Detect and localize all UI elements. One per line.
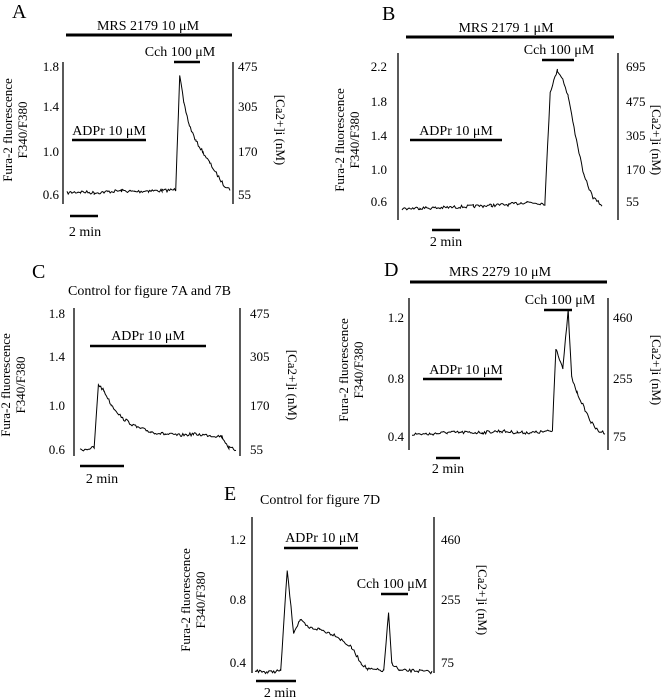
adpr-label: ADPr 10 μM — [72, 124, 146, 139]
adpr-label: ADPr 10 μM — [111, 329, 185, 344]
time-scale-label: 2 min — [430, 235, 462, 250]
time-scale-label: 2 min — [264, 686, 296, 700]
left-tick: 0.4 — [388, 429, 405, 444]
adpr-label: ADPr 10 μM — [429, 363, 503, 378]
panel-e: E Control for figure 7D 1.2 0.8 0.4 460 … — [178, 483, 490, 700]
left-ticks: 1.8 1.4 1.0 0.6 — [43, 59, 60, 202]
left-tick: 1.8 — [49, 306, 65, 321]
right-tick: 475 — [250, 306, 270, 321]
y-axis-label-left: Fura-2 fluorescence — [0, 333, 13, 437]
right-tick: 695 — [626, 59, 646, 74]
panel-b: B MRS 2179 1 μM 2.2 1.8 1.4 1.0 0.6 695 … — [332, 3, 664, 250]
time-scale-label: 2 min — [69, 225, 101, 240]
right-tick: 55 — [238, 187, 251, 202]
adpr-label: ADPr 10 μM — [419, 124, 493, 139]
panel-caption: Control for figure 7A and 7B — [68, 284, 231, 299]
right-tick: 305 — [238, 99, 258, 114]
left-tick: 1.0 — [371, 162, 387, 177]
panel-letter: A — [12, 1, 27, 23]
left-tick: 0.8 — [230, 592, 246, 607]
left-tick: 1.4 — [49, 349, 66, 364]
left-tick: 0.6 — [371, 194, 388, 209]
left-tick: 0.6 — [43, 187, 60, 202]
time-scale-label: 2 min — [86, 472, 118, 487]
time-scale-label: 2 min — [432, 462, 464, 477]
left-ticks: 1.8 1.4 1.0 0.6 — [49, 306, 66, 457]
left-tick: 2.2 — [371, 59, 387, 74]
y-axis-label-left-unit: F340/F380 — [13, 356, 28, 413]
left-tick: 1.8 — [371, 94, 387, 109]
panel-a: A MRS 2179 10 μM 1.8 1.4 1.0 0.6 475 305… — [0, 1, 288, 240]
cch-label: Cch 100 μM — [145, 45, 216, 60]
panel-letter: B — [382, 3, 395, 25]
right-tick: 255 — [441, 592, 461, 607]
right-tick: 460 — [441, 532, 461, 547]
right-tick: 255 — [613, 371, 633, 386]
left-tick: 0.4 — [230, 655, 247, 670]
right-tick: 305 — [250, 349, 270, 364]
left-ticks: 2.2 1.8 1.4 1.0 0.6 — [371, 59, 388, 209]
y-axis-label-left-unit: F340/F380 — [193, 571, 208, 628]
left-tick: 1.4 — [43, 99, 60, 114]
right-tick: 475 — [626, 94, 646, 109]
right-tick: 75 — [613, 429, 626, 444]
left-ticks: 1.2 0.8 0.4 — [230, 532, 247, 670]
y-axis-label-left: Fura-2 fluorescence — [336, 318, 351, 422]
panel-letter: D — [384, 259, 398, 281]
traces-layer — [66, 68, 606, 675]
right-tick: 170 — [626, 162, 646, 177]
left-ticks: 1.2 0.8 0.4 — [388, 310, 405, 444]
y-axis-label-left-unit: F340/F380 — [347, 111, 362, 168]
left-tick: 1.2 — [388, 310, 404, 325]
calcium-trace-a — [66, 75, 231, 196]
panel-caption: Control for figure 7D — [260, 493, 380, 508]
left-tick: 1.2 — [230, 532, 246, 547]
treatment-label: MRS 2179 1 μM — [458, 21, 554, 36]
y-axis-label-right: [Ca2+]i (nM) — [475, 565, 490, 636]
right-ticks: 475 305 170 55 — [238, 59, 258, 202]
right-ticks: 460 255 75 — [441, 532, 461, 670]
right-tick: 55 — [250, 442, 263, 457]
calcium-trace-b — [401, 68, 603, 211]
right-tick: 75 — [441, 655, 454, 670]
left-tick: 1.8 — [43, 59, 59, 74]
y-axis-label-right: [Ca2+]i (nM) — [649, 335, 664, 406]
right-tick: 55 — [626, 194, 639, 209]
right-ticks: 695 475 305 170 55 — [626, 59, 646, 209]
calcium-trace-d — [412, 309, 606, 436]
cch-label: Cch 100 μM — [524, 43, 595, 58]
right-tick: 305 — [626, 128, 646, 143]
calcium-trace-e — [254, 570, 433, 675]
y-axis-label-right: [Ca2+]i (nM) — [285, 350, 300, 421]
left-tick: 0.8 — [388, 371, 404, 386]
adpr-label: ADPr 10 μM — [285, 531, 359, 546]
cch-label: Cch 100 μM — [357, 577, 428, 592]
panel-c: C Control for figure 7A and 7B 1.8 1.4 1… — [0, 261, 300, 487]
treatment-label: MRS 2279 10 μM — [449, 265, 552, 280]
left-tick: 1.0 — [43, 144, 59, 159]
right-tick: 460 — [613, 310, 633, 325]
y-axis-label-left: Fura-2 fluorescence — [0, 78, 15, 182]
y-axis-label-right: [Ca2+]i (nM) — [649, 105, 664, 176]
panel-letter: E — [224, 483, 236, 505]
right-tick: 170 — [250, 398, 270, 413]
left-tick: 0.6 — [49, 442, 66, 457]
y-axis-label-left-unit: F340/F380 — [351, 341, 366, 398]
left-tick: 1.0 — [49, 398, 65, 413]
left-tick: 1.4 — [371, 128, 388, 143]
panel-d: D MRS 2279 10 μM 1.2 0.8 0.4 460 255 75 … — [336, 259, 664, 477]
y-axis-label-left: Fura-2 fluorescence — [178, 548, 193, 652]
y-axis-label-right: [Ca2+]i (nM) — [273, 95, 288, 166]
y-axis-label-left-unit: F340/F380 — [15, 101, 30, 158]
y-axis-label-left: Fura-2 fluorescence — [332, 88, 347, 192]
right-tick: 475 — [238, 59, 258, 74]
calcium-trace-c — [79, 383, 237, 452]
right-ticks: 475 305 170 55 — [250, 306, 270, 457]
panel-letter: C — [32, 261, 45, 283]
cch-label: Cch 100 μM — [525, 293, 596, 308]
right-ticks: 460 255 75 — [613, 310, 633, 444]
treatment-label: MRS 2179 10 μM — [97, 19, 200, 34]
right-tick: 170 — [238, 144, 258, 159]
